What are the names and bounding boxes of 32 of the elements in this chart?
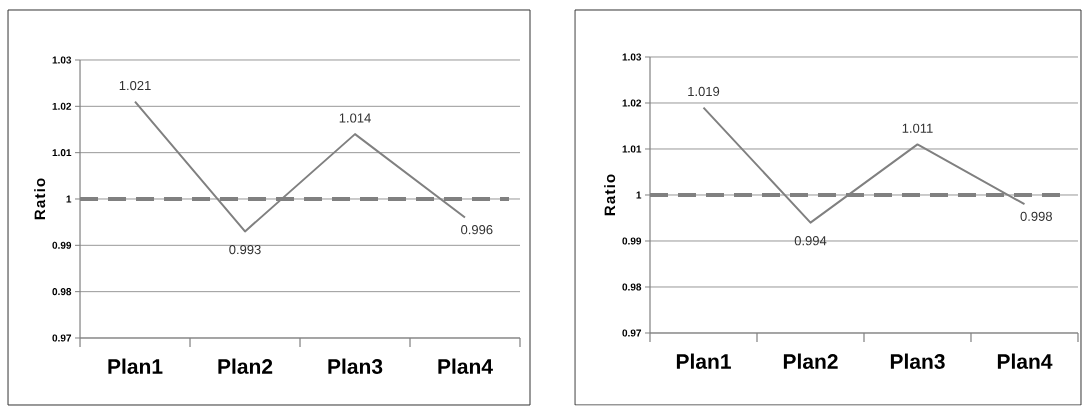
y-tick-label: 1.03 (52, 56, 72, 64)
data-label: 0.994 (794, 236, 827, 246)
y-tick-label: 0.99 (622, 237, 642, 245)
y-axis-title: Ratio (604, 174, 616, 216)
y-tick-label: 1.03 (622, 53, 642, 61)
x-tick-label: Plan4 (438, 358, 493, 374)
x-tick-label: Plan3 (328, 358, 383, 374)
data-label: 0.998 (1020, 211, 1052, 221)
x-tick-label: Plan3 (890, 353, 945, 369)
data-label: 0.996 (461, 225, 493, 235)
data-label: 1.011 (902, 123, 933, 133)
y-tick-label: 1.01 (622, 145, 642, 153)
data-label: 1.021 (119, 80, 151, 91)
x-tick-label: Plan1 (108, 358, 163, 374)
y-axis-title: Ratio (34, 178, 46, 220)
y-tick-label: 1 (636, 191, 642, 199)
y-tick-label: 1.02 (52, 102, 72, 110)
x-tick-label: Plan4 (997, 353, 1053, 369)
y-tick-label: 0.98 (622, 283, 642, 291)
y-tick-label: 1.02 (622, 99, 642, 107)
data-label: 1.014 (339, 113, 371, 123)
y-tick-label: 0.97 (52, 334, 72, 342)
y-tick-label: 1 (66, 195, 72, 203)
y-tick-label: 0.99 (52, 241, 72, 249)
data-label: 1.019 (688, 86, 720, 97)
y-tick-label: 0.97 (622, 329, 642, 337)
x-tick-label: Plan2 (218, 358, 273, 374)
x-tick-label: Plan1 (676, 353, 731, 369)
y-tick-label: 1.01 (52, 149, 72, 157)
x-tick-label: Plan2 (783, 353, 838, 369)
y-tick-label: 0.98 (52, 288, 72, 296)
data-label: 0.993 (229, 244, 261, 255)
